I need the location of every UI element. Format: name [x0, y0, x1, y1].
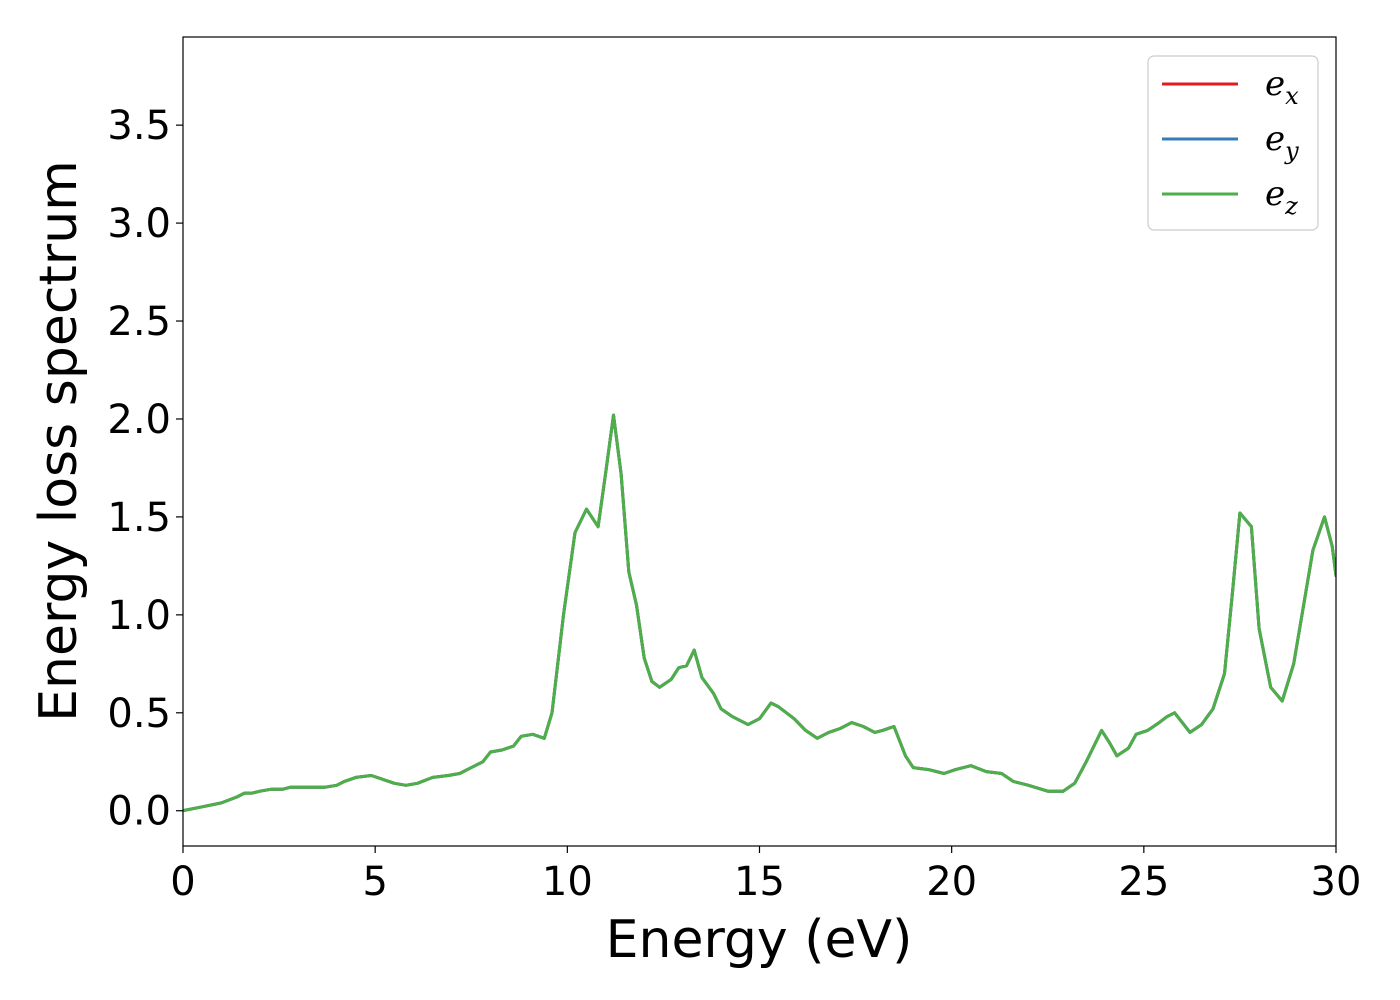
series-line-e-z	[183, 413, 1336, 813]
y-tick-label: 0.0	[107, 789, 171, 835]
y-tick-label: 1.0	[107, 593, 171, 639]
legend-label: ex	[1265, 64, 1299, 110]
y-axis-title: Energy loss spectrum	[29, 160, 89, 722]
y-tick-label: 2.0	[107, 397, 171, 443]
x-axis-title: Energy (eV)	[606, 910, 913, 970]
y-tick-label: 3.0	[107, 201, 171, 247]
legend-box	[1147, 55, 1319, 231]
y-tick-label: 2.5	[107, 299, 171, 345]
x-tick-label: 15	[734, 859, 785, 905]
y-axis: 0.0 0.5 1.0 1.5 2.0 2.5 3.0 3.5	[107, 103, 183, 835]
x-tick-label: 30	[1311, 859, 1362, 905]
x-axis: 0 5 10 15 20 25 30	[170, 846, 1361, 905]
y-tick-label: 1.5	[107, 495, 171, 541]
x-tick-label: 10	[542, 859, 593, 905]
series-layer	[183, 413, 1336, 813]
x-tick-label: 5	[362, 859, 387, 905]
y-tick-label: 0.5	[107, 691, 171, 737]
y-tick-label: 3.5	[107, 103, 171, 149]
x-tick-label: 0	[170, 859, 195, 905]
x-tick-label: 20	[926, 859, 977, 905]
legend-label: ey	[1265, 119, 1299, 165]
legend: ex ey ez	[1147, 55, 1319, 231]
legend-label: ez	[1265, 174, 1298, 220]
x-tick-label: 25	[1118, 859, 1169, 905]
